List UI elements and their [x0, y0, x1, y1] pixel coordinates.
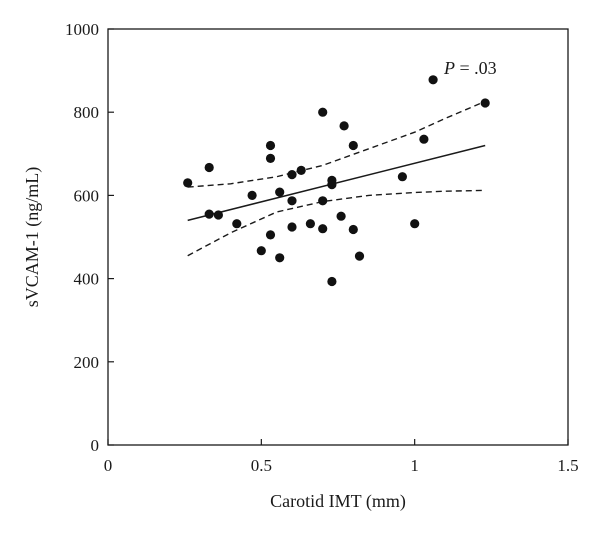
data-point — [419, 134, 429, 144]
x-tick-label: 1 — [410, 456, 419, 475]
data-point — [327, 180, 337, 190]
data-point — [287, 170, 297, 180]
y-tick-label: 1000 — [65, 20, 99, 39]
data-point — [275, 187, 285, 197]
data-point — [265, 230, 276, 240]
regression-line — [187, 144, 486, 222]
data-point — [336, 211, 346, 221]
y-tick-label: 800 — [74, 103, 100, 122]
data-point — [204, 209, 214, 219]
data-point — [204, 162, 214, 173]
x-tick-label: 0.5 — [251, 456, 272, 475]
data-point — [275, 253, 285, 263]
x-axis-ticks: 0 0.5 1 1.5 — [104, 439, 579, 475]
data-point — [480, 98, 490, 108]
y-tick-label: 600 — [74, 186, 100, 205]
data-point — [318, 196, 328, 206]
y-tick-label: 0 — [91, 436, 100, 455]
data-point — [305, 219, 315, 229]
data-point — [339, 121, 349, 131]
data-point — [348, 224, 358, 235]
plot-frame — [107, 28, 569, 446]
x-tick-label: 0 — [104, 456, 113, 475]
y-tick-label: 200 — [74, 353, 100, 372]
y-axis-ticks: 0 200 400 600 800 1000 — [65, 20, 114, 455]
y-axis-label: sVCAM-1 (ng/mL) — [22, 167, 43, 308]
data-point — [327, 276, 337, 287]
data-point — [296, 165, 306, 175]
data-point — [410, 219, 420, 229]
y-tick-label: 400 — [74, 270, 100, 289]
ci-upper-curve — [187, 100, 486, 188]
data-point — [354, 251, 365, 261]
data-point — [428, 75, 438, 85]
data-point — [232, 219, 242, 229]
data-point — [318, 107, 328, 117]
data-point — [265, 153, 276, 163]
p-value-annotation: P = .03 — [443, 58, 497, 78]
x-tick-label: 1.5 — [557, 456, 578, 475]
data-point — [397, 172, 407, 182]
data-point — [213, 210, 223, 220]
data-point — [348, 140, 358, 151]
data-point — [256, 246, 266, 256]
x-axis-label: Carotid IMT (mm) — [270, 491, 406, 512]
data-point — [287, 196, 297, 206]
data-point — [265, 140, 276, 151]
data-point — [318, 224, 328, 234]
data-points — [183, 75, 490, 287]
ci-lower-curve — [187, 189, 486, 257]
p-value-symbol: P — [443, 58, 455, 78]
data-point — [247, 190, 257, 200]
data-point — [287, 222, 297, 232]
p-value-text: = .03 — [455, 58, 497, 78]
fit-curves — [187, 100, 486, 257]
data-point — [183, 178, 193, 188]
